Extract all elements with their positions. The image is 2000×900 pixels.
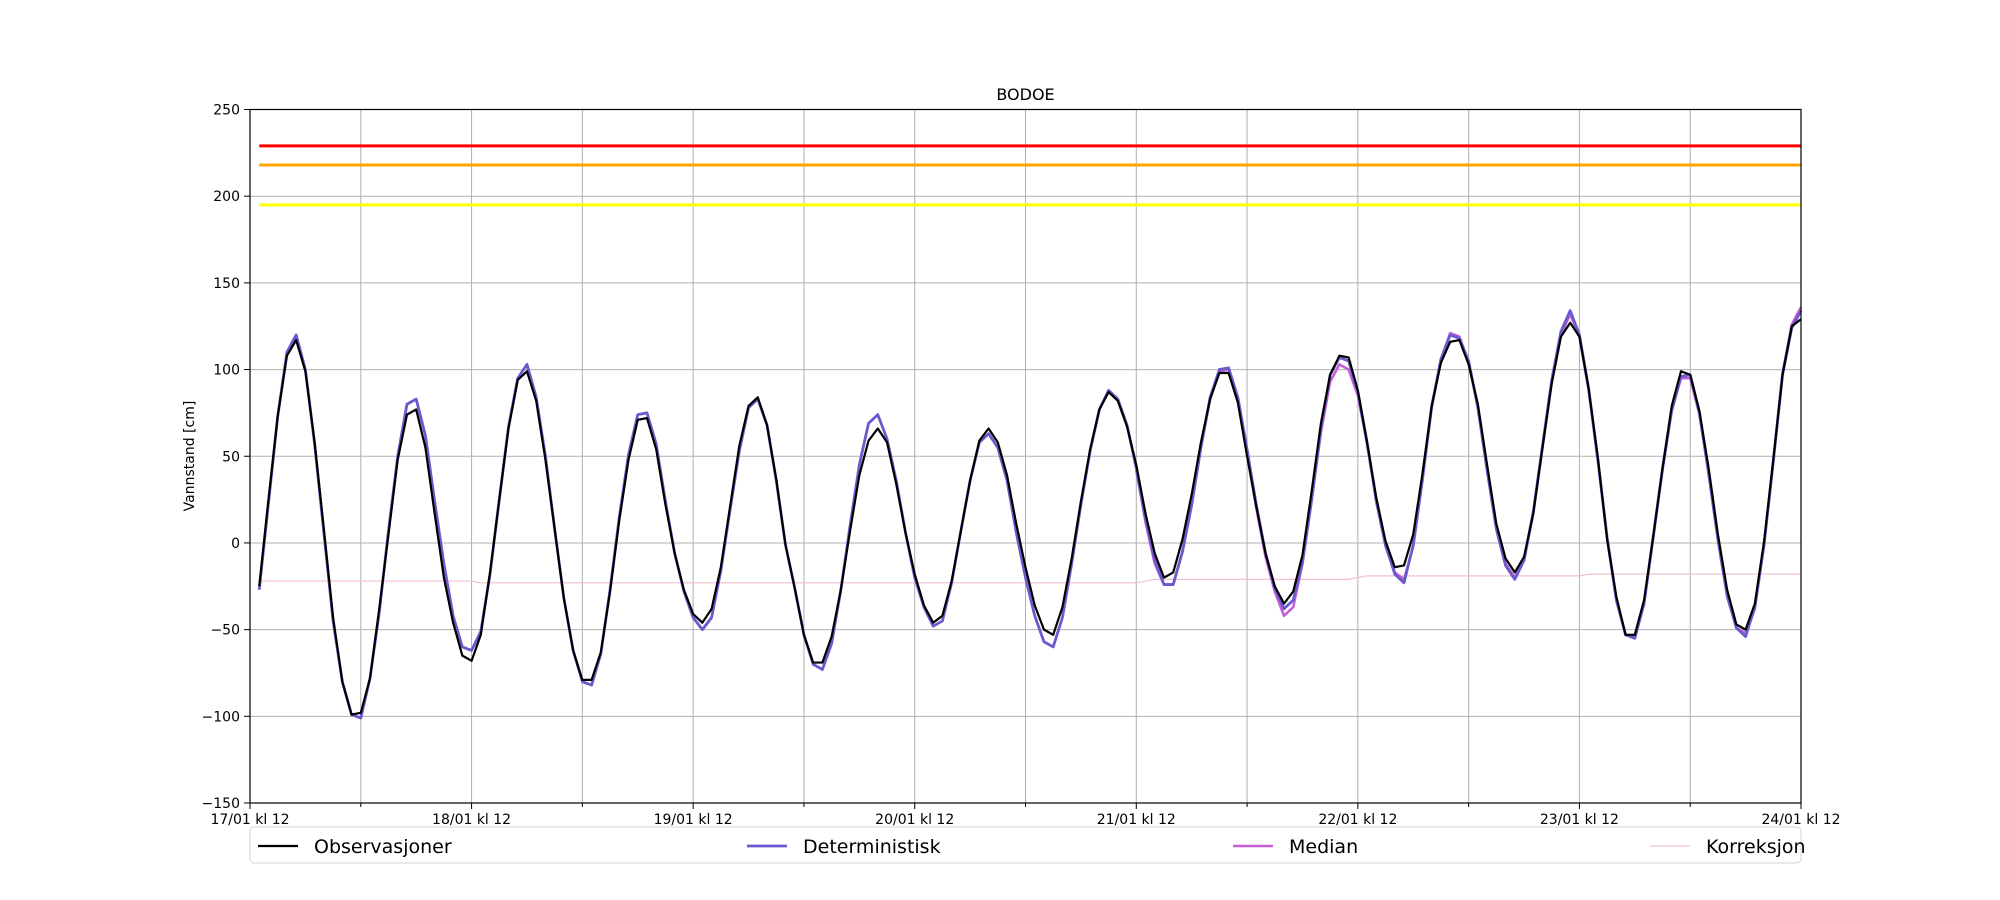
x-tick-label: 24/01 kl 12	[1761, 812, 1840, 828]
x-tick-label: 20/01 kl 12	[875, 812, 954, 828]
threshold-lines	[259, 144, 1801, 207]
y-tick-label: 250	[213, 103, 240, 119]
legend-label: Median	[1289, 836, 1358, 858]
legend-label: Korreksjon	[1706, 836, 1806, 858]
x-tick-label: 17/01 kl 12	[210, 812, 289, 828]
series-lines	[257, 306, 1803, 720]
x-tick-label: 19/01 kl 12	[654, 812, 733, 828]
legend: Observasjoner Deterministisk Median Korreks…	[249, 826, 1806, 864]
legend-label: Deterministisk	[803, 836, 941, 858]
axis-ticks: 17/01 kl 12 18/01 kl 12 19/01 kl 12 20/01 k…	[202, 103, 1841, 829]
legend-items: Observasjoner Deterministisk Median Korreks…	[258, 836, 1806, 858]
y-tick-label: −100	[202, 709, 240, 725]
y-tick-label: 50	[222, 449, 240, 465]
chart-title: BODOE	[996, 85, 1054, 104]
y-tick-label: 150	[213, 276, 240, 292]
x-tick-label: 22/01 kl 12	[1318, 812, 1397, 828]
y-axis-label: Vannstand [cm]	[182, 401, 198, 512]
series-line-deterministisk	[257, 309, 1803, 720]
legend-label: Observasjoner	[314, 836, 452, 858]
x-tick-label: 21/01 kl 12	[1097, 812, 1176, 828]
x-tick-label: 23/01 kl 12	[1540, 812, 1619, 828]
series-line-observasjoner	[258, 318, 1802, 716]
legend-box	[249, 826, 1802, 864]
y-tick-label: −50	[210, 623, 240, 639]
y-tick-label: −150	[202, 796, 240, 812]
x-tick-label: 18/01 kl 12	[432, 812, 511, 828]
grid	[249, 109, 1802, 804]
y-tick-label: 200	[213, 189, 240, 205]
y-tick-label: 100	[213, 363, 240, 379]
series-line-korreksjon	[259, 573, 1801, 584]
y-tick-label: 0	[231, 536, 240, 552]
